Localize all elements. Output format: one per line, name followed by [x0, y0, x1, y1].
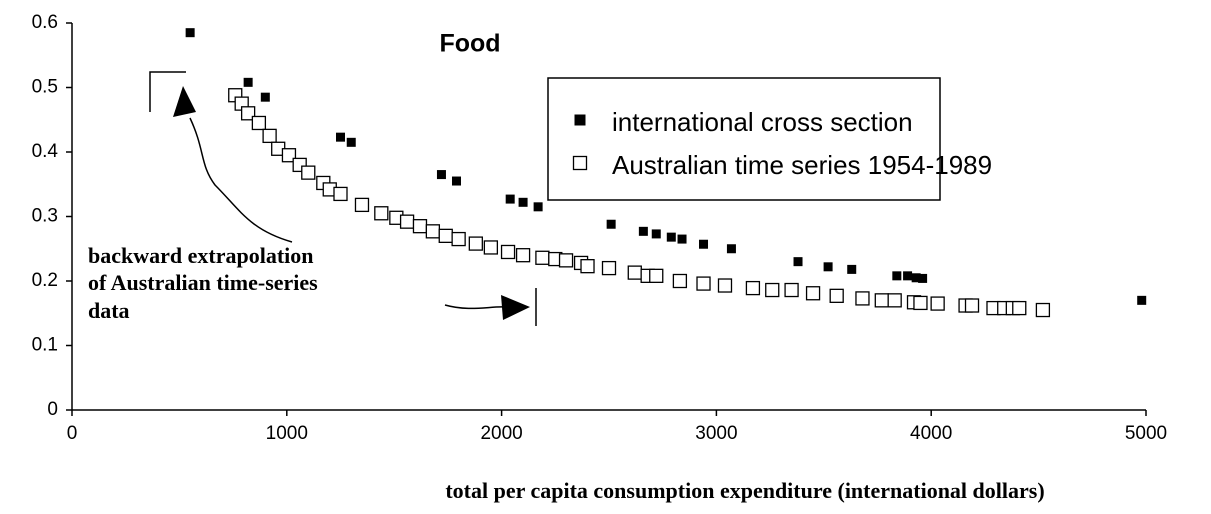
filled-point — [823, 262, 833, 272]
bracket — [149, 71, 186, 112]
legend-marker — [574, 114, 586, 126]
filled-point — [505, 194, 515, 204]
hollow-point — [558, 253, 574, 268]
hollow-point — [887, 293, 902, 308]
hollow-point — [1012, 300, 1027, 316]
x-tick-label: 3000 — [695, 423, 737, 444]
filled-point — [185, 28, 195, 38]
hollow-point — [399, 214, 415, 229]
y-tick-label: 0.2 — [32, 270, 58, 291]
x-tick-label: 4000 — [910, 423, 952, 444]
hollow-point — [745, 280, 761, 296]
filled-point — [1137, 295, 1147, 305]
hollow-point — [1035, 302, 1051, 318]
hollow-point — [930, 296, 945, 311]
hollow-point — [696, 276, 711, 291]
hollow-point — [251, 115, 267, 131]
hollow-point — [601, 260, 617, 276]
hollow-point — [855, 291, 870, 306]
hollow-point — [438, 228, 453, 244]
hollow-point — [354, 197, 370, 213]
y-tick-label: 0.1 — [32, 335, 58, 356]
arrow-right — [444, 304, 506, 310]
hollow-point — [468, 236, 483, 251]
filled-point — [606, 219, 616, 229]
legend-label: Australian time series 1954-1989 — [612, 150, 992, 180]
filled-point — [436, 170, 446, 180]
filled-point — [533, 202, 543, 212]
filled-point — [726, 244, 736, 254]
filled-point — [699, 239, 709, 249]
hollow-point — [717, 278, 733, 293]
hollow-point — [765, 282, 780, 298]
hollow-point — [874, 293, 889, 308]
filled-point — [243, 77, 253, 87]
arrow-up — [189, 117, 293, 243]
y-tick-label: 0 — [47, 399, 58, 420]
filled-point — [518, 197, 528, 207]
y-tick-label: 0.5 — [32, 77, 58, 98]
arrow-head — [173, 86, 196, 117]
hollow-point — [451, 231, 466, 247]
hollow-point — [240, 106, 256, 121]
arrow-head — [501, 295, 530, 320]
y-tick-label: 0.6 — [32, 12, 58, 33]
y-tick-label: 0.3 — [32, 206, 58, 227]
hollow-point — [784, 282, 799, 298]
hollow-point — [262, 128, 277, 144]
y-tick-label: 0.4 — [32, 141, 59, 162]
hollow-point — [500, 244, 516, 260]
legend-box — [547, 77, 941, 201]
filled-point — [903, 271, 913, 281]
filled-point — [638, 226, 648, 236]
filled-point — [918, 273, 928, 283]
hollow-point — [829, 288, 844, 303]
filled-point — [677, 234, 687, 244]
filled-point — [892, 271, 902, 281]
x-tick-label: 2000 — [480, 423, 522, 444]
hollow-point — [333, 186, 348, 202]
filled-point — [666, 232, 676, 242]
filled-point — [911, 273, 921, 283]
hollow-point — [281, 148, 297, 163]
hollow-point — [535, 250, 550, 265]
filled-point — [260, 92, 270, 102]
hollow-point — [515, 248, 531, 263]
x-tick-label: 1000 — [266, 423, 308, 444]
annotation: data — [88, 298, 130, 323]
hollow-point — [483, 240, 499, 255]
hollow-point — [805, 286, 821, 301]
hollow-point — [649, 268, 664, 283]
hollow-point — [672, 273, 688, 289]
legend-label: international cross section — [612, 107, 913, 137]
x-tick-label: 0 — [67, 423, 78, 444]
filled-point — [793, 257, 803, 267]
filled-point — [847, 264, 857, 274]
filled-point — [451, 176, 461, 186]
hollow-point — [580, 259, 595, 274]
filled-point — [651, 229, 661, 239]
x-axis-label: total per capita consumption expenditure… — [445, 478, 1044, 503]
hollow-point — [374, 206, 389, 221]
annotation: of Australian time-series — [88, 270, 318, 295]
x-tick-label: 5000 — [1125, 423, 1167, 444]
annotation: backward extrapolation — [88, 243, 314, 268]
hollow-point — [412, 219, 428, 234]
filled-point — [336, 132, 345, 142]
chart-title: Food — [439, 30, 500, 58]
hollow-point — [425, 224, 441, 239]
annotation-arrows — [149, 71, 537, 326]
filled-point — [346, 137, 356, 147]
legend-marker — [572, 155, 588, 171]
hollow-point — [913, 295, 928, 311]
hollow-point — [301, 165, 316, 180]
hollow-point — [964, 298, 980, 313]
hollow-point — [627, 265, 642, 280]
